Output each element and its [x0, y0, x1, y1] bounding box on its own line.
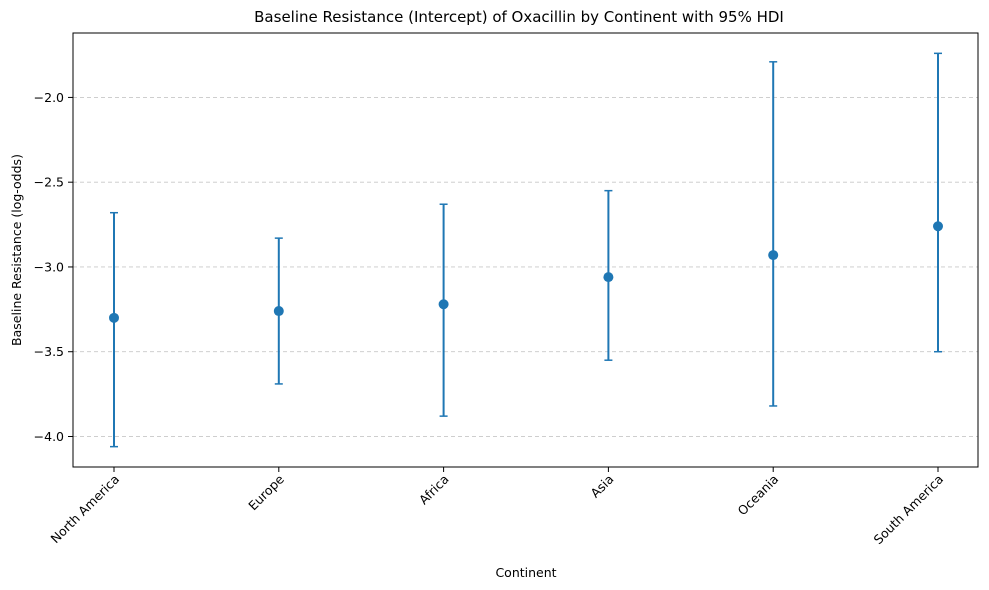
x-tick-label: Europe — [245, 471, 287, 513]
x-tick-label: Asia — [587, 472, 616, 501]
plot-frame — [72, 32, 979, 468]
y-tick-label: −2.5 — [34, 175, 64, 190]
y-tick-label: −2.0 — [34, 90, 64, 105]
gridlines — [73, 96, 978, 437]
x-axis-ticks: North America Europe Africa Asia Oceania Sout… — [48, 467, 947, 548]
data-point — [933, 221, 943, 232]
x-tick-label: North America — [48, 472, 123, 547]
x-tick-label: Oceania — [735, 472, 782, 519]
data-point — [273, 306, 284, 317]
y-tick-label: −3.0 — [34, 259, 64, 274]
data-point — [109, 312, 119, 323]
data-marks — [109, 52, 943, 448]
x-tick-label: Africa — [416, 472, 452, 508]
y-tick-label: −3.5 — [34, 344, 64, 359]
y-axis-ticks: −4.0 −3.5 −3.0 −2.5 −2.0 — [34, 90, 73, 444]
data-point — [768, 250, 779, 261]
y-axis-label: Baseline Resistance (log-odds) — [9, 154, 24, 346]
data-point — [603, 272, 614, 283]
x-axis-label: Continent — [495, 565, 556, 580]
data-point — [438, 299, 449, 310]
y-tick-label: −4.0 — [34, 429, 64, 444]
chart-title: Baseline Resistance (Intercept) of Oxaci… — [254, 8, 784, 26]
x-tick-label: South America — [871, 472, 947, 548]
